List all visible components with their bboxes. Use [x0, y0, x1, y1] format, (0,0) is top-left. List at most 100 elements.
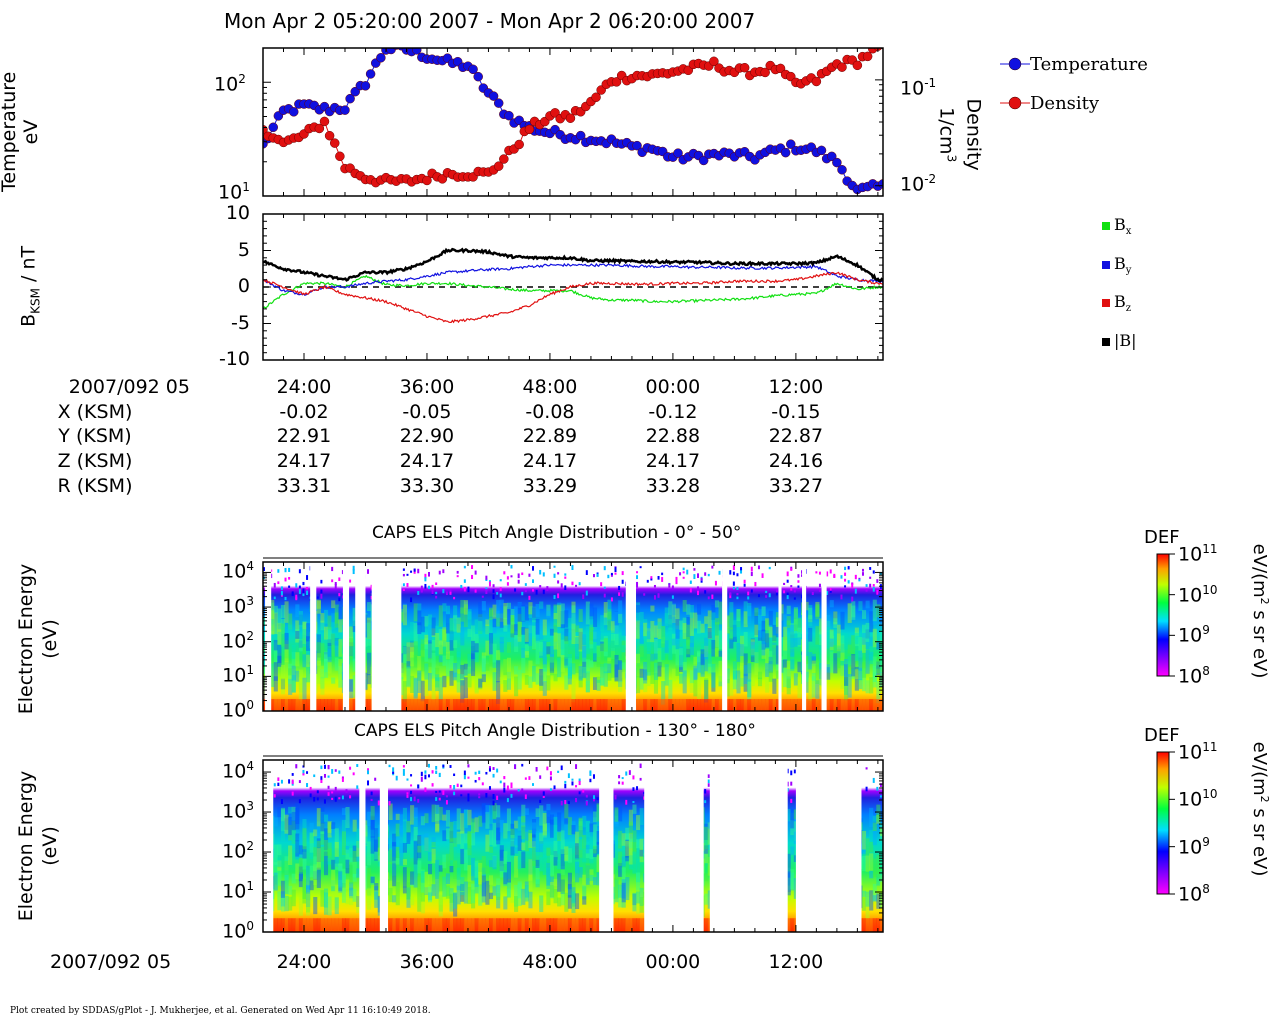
bottom-axis-date: 2007/092 05	[50, 951, 172, 973]
ephemeris-value-4-4: 33.27	[768, 475, 824, 497]
data-gap-1	[359, 760, 366, 932]
panel4-tick-1: 103	[222, 799, 254, 823]
density-axis-label: Density 1/cm3	[935, 98, 985, 171]
ephemeris-value-1-1: -0.05	[402, 401, 452, 423]
series-point-density-13	[324, 130, 335, 141]
data-gap-9	[821, 562, 827, 711]
colorbar-1-tick-3: 108	[1178, 882, 1210, 906]
magnetic-field-panel	[262, 213, 1110, 361]
series-point-temperature-103	[786, 139, 796, 149]
ephemeris-row-label-1: X (KSM)	[57, 401, 133, 423]
bfield-legend-swatch-1	[1102, 261, 1110, 269]
series-point-density-50	[514, 139, 524, 150]
ephemeris-value-4-2: 33.29	[522, 475, 578, 497]
series-point-density-14	[329, 138, 340, 148]
series-point-temperature-21	[365, 69, 376, 79]
bottom-tick-3: 00:00	[645, 951, 701, 973]
colorbar-0-tick-1: 1010	[1178, 582, 1218, 606]
panel3-tick-0: 104	[222, 559, 254, 583]
temperature-density-panel	[262, 47, 1030, 197]
data-gap-5	[625, 562, 637, 711]
series-point-temperature-30	[411, 48, 422, 55]
density-tick-0.1: 10-1	[900, 76, 937, 100]
series-point-temperature-17	[345, 93, 355, 104]
spectrogram-1-title: CAPS ELS Pitch Angle Distribution - 0° -…	[372, 523, 742, 543]
series-point-temperature-42	[473, 71, 483, 82]
panel3-tick-4: 100	[222, 698, 254, 722]
data-gap-6	[795, 760, 862, 932]
ephemeris-value-4-3: 33.28	[645, 475, 701, 497]
series-point-density-60	[565, 113, 576, 123]
bfield-legend-1: By	[1114, 254, 1132, 277]
bfield-legend-swatch-0	[1102, 222, 1110, 230]
legend-marker-1	[1008, 96, 1022, 110]
ephemeris-value-3-0: 24.17	[276, 450, 332, 472]
series-point-temperature-109	[816, 145, 827, 156]
colorbar-0-tick-2: 109	[1178, 623, 1210, 647]
bfield-legend-0: Bx	[1114, 215, 1132, 238]
ephemeris-value-4-0: 33.31	[276, 475, 332, 497]
series-point-density-15	[335, 151, 345, 162]
data-gap-4	[371, 562, 402, 711]
legend-temperature: Temperature	[1030, 54, 1148, 75]
ephemeris-value-2-0: 22.91	[276, 425, 332, 447]
series-point-density-113	[837, 62, 847, 72]
data-gap-3	[599, 760, 614, 932]
temp-tick-100: 102	[214, 72, 246, 96]
ephemeris-value-3-4: 24.16	[768, 450, 824, 472]
ephemeris-value-2-4: 22.87	[768, 425, 824, 447]
panel4-tick-0: 104	[222, 759, 254, 783]
colorbar-0-tick-0: 1011	[1178, 542, 1218, 566]
ephemeris-value-0-1: 36:00	[399, 376, 455, 398]
ephemeris-row-label-2: Y (KSM)	[58, 425, 132, 447]
series-point-density-46	[493, 161, 504, 171]
series-point-temperature-16	[340, 105, 350, 115]
colorbar-1-unit: eV/(m2 s sr eV)	[1249, 741, 1271, 877]
spectrogram-130-180-panel	[262, 755, 884, 933]
bottom-tick-4: 12:00	[768, 951, 824, 973]
series-point-density-32	[422, 175, 432, 186]
spectrogram-1-ylabel: Electron Energy (eV)	[15, 563, 61, 715]
series-point-density-116	[852, 60, 863, 71]
bottom-tick-1: 36:00	[399, 951, 455, 973]
series-point-density-88	[709, 56, 719, 67]
bfield-legend-3: |B|	[1114, 331, 1137, 350]
series-point-temperature-111	[827, 151, 837, 162]
colorbar-0-unit: eV/(m2 s sr eV)	[1249, 543, 1271, 679]
legend-marker-0	[1008, 57, 1022, 71]
ephemeris-row-label-3: Z (KSM)	[57, 450, 133, 472]
ephemeris-value-1-0: -0.02	[279, 401, 329, 423]
ephemeris-value-3-3: 24.17	[645, 450, 701, 472]
footer-credit: Plot created by SDDAS/gPlot - J. Mukherj…	[10, 1006, 431, 1016]
bottom-tick-0: 24:00	[276, 951, 332, 973]
data-gap-6	[722, 562, 728, 711]
bfield-legend-2: Bz	[1114, 292, 1132, 315]
ephemeris-value-2-3: 22.88	[645, 425, 701, 447]
bfield-tick-0: 10	[225, 202, 250, 224]
series-point-temperature-113	[837, 165, 847, 175]
colorbars	[1156, 553, 1175, 895]
ephemeris-row-label-4: R (KSM)	[57, 475, 133, 497]
bfield-line-Bz	[263, 271, 883, 324]
series-point-temperature-2	[268, 122, 278, 133]
series-point-temperature-73	[632, 140, 642, 151]
bfield-axis-label: BKSM / nT	[17, 245, 43, 327]
series-point-temperature-86	[698, 155, 709, 166]
ephemeris-value-4-1: 33.30	[399, 475, 455, 497]
panel4-tick-2: 102	[222, 839, 254, 863]
ephemeris-value-2-1: 22.90	[399, 425, 455, 447]
series-point-density-108	[811, 76, 822, 87]
series-point-temperature-62	[575, 130, 586, 141]
colorbar-1-tick-2: 109	[1178, 834, 1210, 858]
panel4-tick-4: 100	[222, 919, 254, 943]
bfield-legend-swatch-2	[1102, 299, 1110, 307]
plot-title: Mon Apr 2 05:20:00 2007 - Mon Apr 2 06:2…	[224, 9, 756, 33]
panel3-tick-3: 101	[222, 663, 254, 687]
data-gap-0	[263, 760, 274, 932]
panel3-tick-2: 102	[222, 628, 254, 653]
legend-density: Density	[1030, 93, 1100, 114]
data-gap-2	[342, 562, 350, 711]
series-point-density-98	[760, 67, 770, 78]
bfield-tick-1: 5	[237, 238, 250, 261]
